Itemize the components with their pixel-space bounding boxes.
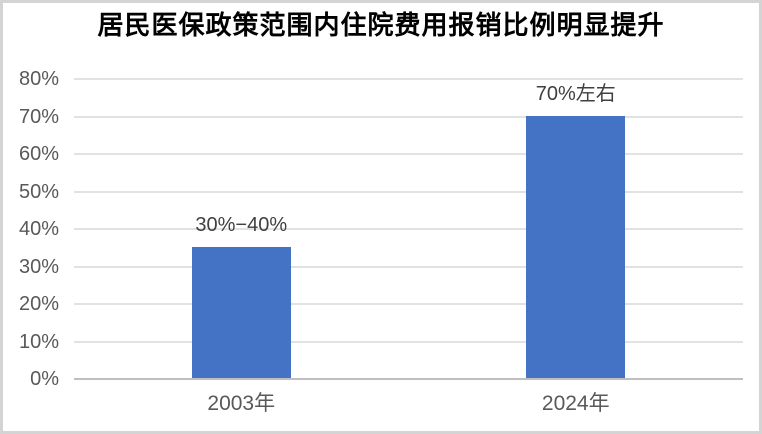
data-label-2024: 70%左右 xyxy=(535,82,616,105)
y-tick-label-20: 20% xyxy=(18,293,59,315)
gridline-20 xyxy=(74,303,743,305)
bar-2003 xyxy=(191,246,291,378)
x-axis-line xyxy=(74,378,743,380)
y-tick-label-50: 50% xyxy=(18,180,59,203)
gridline-60 xyxy=(74,153,743,155)
y-tick-label-70: 70% xyxy=(18,105,59,128)
x-axis-label-2003: 2003年 xyxy=(207,392,276,415)
y-tick-label-40: 40% xyxy=(18,218,59,240)
y-tick-label-10: 10% xyxy=(18,330,59,353)
gridline-70 xyxy=(74,115,743,118)
gridline-50 xyxy=(74,190,743,193)
data-label-2003: 30%−40% xyxy=(195,213,288,236)
gridline-80 xyxy=(74,78,743,80)
gridline-10 xyxy=(74,340,743,343)
chart-title: 居民医保政策范围内住院费用报销比例明显提升 xyxy=(97,10,665,40)
x-axis-label-2024: 2024年 xyxy=(541,392,610,415)
gridline-40 xyxy=(74,228,743,230)
y-tick-label-80: 80% xyxy=(18,68,59,90)
gridline-30 xyxy=(74,265,743,268)
bar-2024 xyxy=(526,115,626,378)
y-tick-label-30: 30% xyxy=(18,255,59,278)
y-tick-label-60: 60% xyxy=(18,143,59,165)
plot-area: 30%−40% 70%左右 xyxy=(74,78,743,380)
y-tick-label-0: 0% xyxy=(30,368,59,390)
